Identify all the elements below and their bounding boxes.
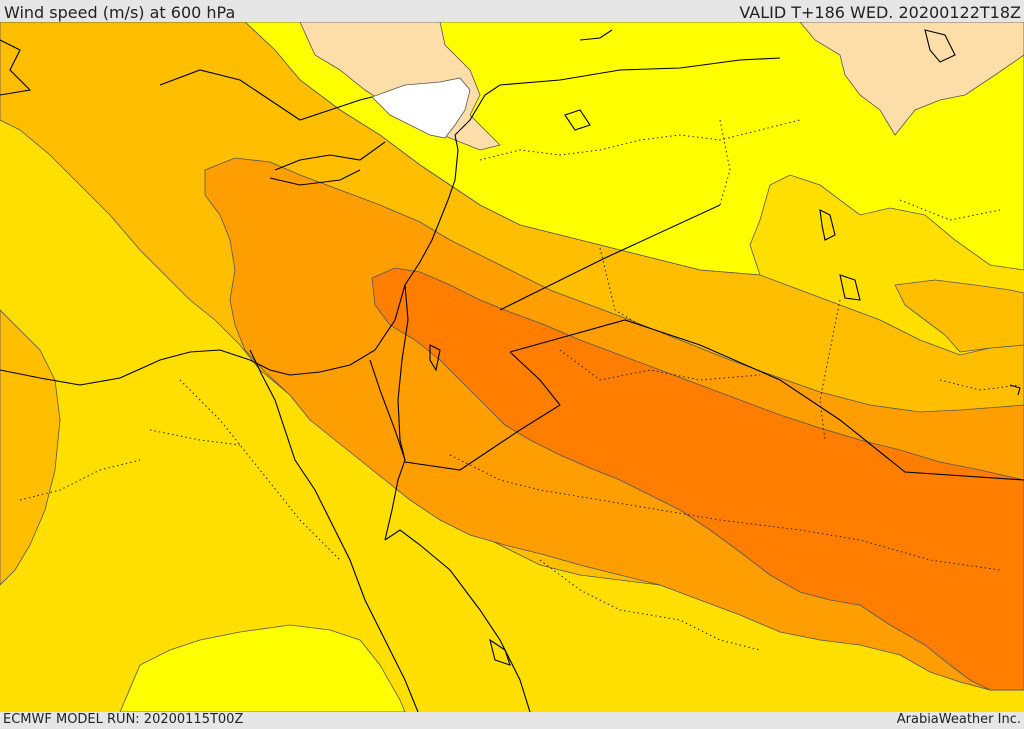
header-bar: Wind speed (m/s) at 600 hPa VALID T+186 … <box>0 0 1024 22</box>
model-run-label: ECMWF MODEL RUN: 20200115T00Z <box>3 712 244 727</box>
valid-time-label: VALID T+186 WED. 20200122T18Z <box>739 3 1021 22</box>
wind-band-35-40 <box>371 267 1024 691</box>
wind-speed-map[interactable] <box>0 22 1024 712</box>
footer-bar: ECMWF MODEL RUN: 20200115T00Z ArabiaWeat… <box>0 712 1024 729</box>
wind-band-below-10 <box>371 77 471 139</box>
wind-band-25-30-east <box>894 279 1024 353</box>
map-canvas <box>0 22 1024 712</box>
credit-label: ArabiaWeather Inc. <box>896 712 1021 727</box>
map-title: Wind speed (m/s) at 600 hPa <box>4 3 236 22</box>
political-borders <box>19 119 1021 651</box>
wind-band-15-20-south <box>119 624 406 712</box>
coastlines <box>0 29 1024 712</box>
wind-band-10-15-northeast <box>799 22 1024 136</box>
